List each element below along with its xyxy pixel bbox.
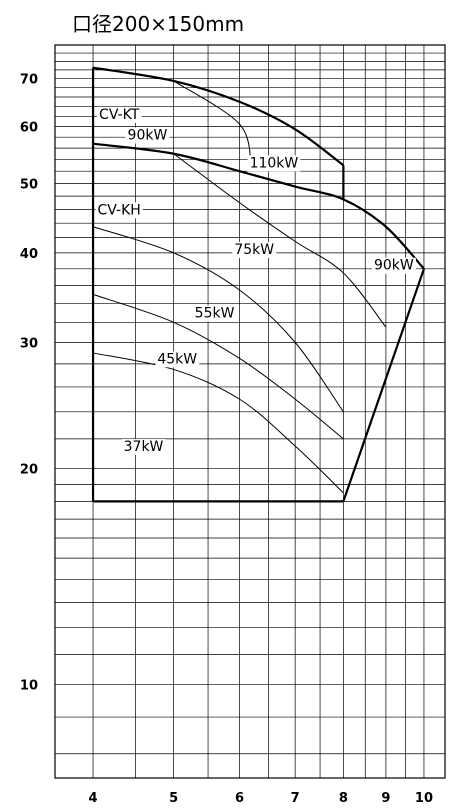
series-line-45kw [92,352,344,494]
x-tick-label: 5 [169,791,178,806]
curves [91,66,425,503]
annotation-background [371,257,416,274]
annotation-cv-kh: CV-KH [98,202,141,218]
x-tick-label: 7 [291,791,300,806]
x-tick-label: 10 [415,791,433,806]
series-line-90kw [173,153,387,328]
y-tick-label: 40 [20,247,38,262]
annotation-cv-kt: CV-KT [99,107,140,123]
annotation-75kw: 75kW [234,242,274,258]
annotation-background [155,351,200,368]
annotation-background [95,202,143,219]
series-line-cv-kt [92,66,345,167]
annotation-37kw: 37kW [124,439,164,455]
annotation-90kw: 90kW [374,258,414,274]
series-line-75kw [92,226,344,413]
x-tick-label: 8 [339,791,348,806]
y-tick-label: 60 [20,121,38,136]
annotation-background [125,127,170,144]
annotation-background [192,305,237,322]
annotation-background [121,439,166,456]
y-tick-label: 30 [20,336,38,351]
chart-title: 口径200×150mm [72,12,245,36]
annotation-45kw: 45kW [157,351,197,367]
series-line-cv-kh [92,142,425,270]
x-tick-label: 9 [381,791,390,806]
boundary-right-edge [342,268,425,502]
annotation-background [97,106,142,123]
annotation-background [232,241,277,258]
y-tick-label: 10 [20,678,38,693]
tick-labels: 4 5 6 7 8 9 10 10 20 30 40 50 60 70 [20,73,433,806]
annotation-110kw: 110kW [250,155,299,171]
x-tick-label: 6 [235,791,244,806]
annotation-55kw: 55kW [195,306,235,322]
y-tick-label: 20 [20,463,38,478]
y-tick-label: 70 [20,73,38,88]
annotation-background [247,155,301,172]
annotation-90kw: 90kW [128,128,168,144]
y-tick-label: 50 [20,177,38,192]
x-tick-label: 4 [89,791,98,806]
annotations: CV-KT 90kW 110kW CV-KH 75kW 90kW 55kW 45kW 37kW [95,106,416,456]
series-line-55kw [92,293,344,440]
